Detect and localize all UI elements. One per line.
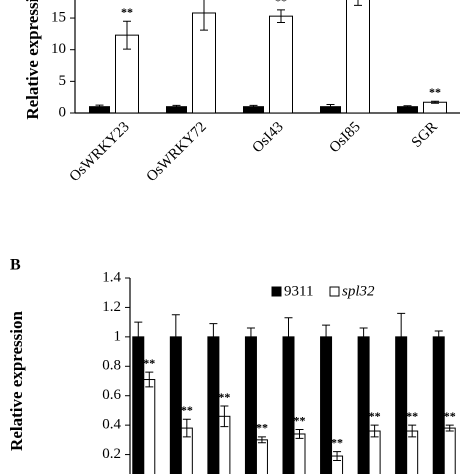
significance-label: **	[369, 409, 381, 423]
bar	[269, 15, 293, 114]
bar	[443, 427, 456, 474]
y-tick-label: 5	[59, 73, 67, 89]
y-tick-label: 10	[51, 41, 66, 57]
error-bar	[249, 104, 258, 109]
legend-label: spl32	[342, 283, 375, 299]
y-tick-label: 15	[51, 9, 66, 25]
x-tick-label: OsWRKY23	[67, 119, 133, 185]
bar	[244, 336, 257, 474]
error-bar	[134, 321, 143, 353]
bar	[423, 101, 447, 114]
error-bar	[246, 327, 255, 347]
significance-label: **	[275, 0, 287, 8]
error-bar	[284, 317, 293, 357]
significance-label: **	[294, 413, 306, 427]
y-tick-label: 1.2	[102, 299, 121, 315]
error-bar	[326, 103, 335, 110]
error-bar	[403, 105, 412, 109]
error-bar	[445, 424, 454, 432]
bar	[293, 433, 306, 474]
error-bar	[277, 9, 285, 23]
significance-label: **	[181, 403, 193, 417]
error-bar	[408, 424, 417, 438]
bar	[346, 0, 370, 114]
error-bar	[431, 100, 439, 104]
error-bar	[333, 451, 342, 461]
significance-label: **	[256, 421, 268, 435]
legend-label: 9311	[284, 283, 313, 299]
bar	[282, 336, 295, 474]
significance-label: **	[444, 409, 456, 423]
error-bar	[209, 323, 218, 351]
significance-label: **	[331, 435, 343, 449]
significance-label: **	[406, 409, 418, 423]
error-bar	[354, 0, 362, 6]
y-axis-label: Relative expression	[23, 0, 42, 120]
bar	[406, 430, 419, 474]
bar	[320, 336, 333, 474]
error-bar	[370, 424, 379, 438]
error-bar	[295, 429, 304, 439]
bar	[432, 336, 445, 474]
error-bar	[123, 20, 131, 50]
bar	[368, 430, 381, 474]
x-tick-label: OsI85	[327, 119, 364, 156]
x-tick-label: SGR	[409, 119, 441, 151]
error-bar	[172, 104, 181, 109]
bar	[357, 336, 370, 474]
x-tick-label: OsI43	[250, 119, 287, 156]
error-bar	[359, 327, 368, 347]
legend-swatch	[271, 286, 282, 297]
significance-label: **	[143, 356, 155, 370]
error-bar	[397, 312, 406, 361]
bar	[255, 439, 268, 474]
error-bar	[171, 314, 180, 360]
y-tick-label: 0	[59, 104, 67, 120]
bar	[207, 336, 220, 474]
error-bar	[145, 371, 154, 388]
y-tick-label: 1.4	[102, 269, 121, 285]
significance-label: **	[429, 85, 441, 99]
error-bar	[182, 418, 191, 438]
significance-label: **	[121, 5, 133, 19]
bar	[132, 336, 145, 474]
significance-label: **	[218, 390, 230, 404]
y-axis-label: Relative expression	[7, 310, 26, 450]
legend-swatch	[329, 286, 340, 297]
panel-label: B	[10, 257, 21, 274]
y-tick-label: 0.8	[102, 358, 121, 374]
y-tick-label: 1	[114, 328, 122, 344]
bar	[143, 379, 156, 474]
y-tick-label: 0.4	[102, 417, 121, 433]
x-tick-label: OsWRKY72	[144, 119, 210, 185]
error-bar	[220, 405, 229, 428]
error-bar	[434, 330, 443, 344]
error-bar	[200, 0, 208, 31]
y-tick-label: 0.2	[102, 446, 121, 462]
y-tick-label: 0.6	[102, 387, 121, 403]
error-bar	[322, 324, 331, 350]
error-bar	[257, 436, 266, 444]
error-bar	[95, 104, 104, 109]
